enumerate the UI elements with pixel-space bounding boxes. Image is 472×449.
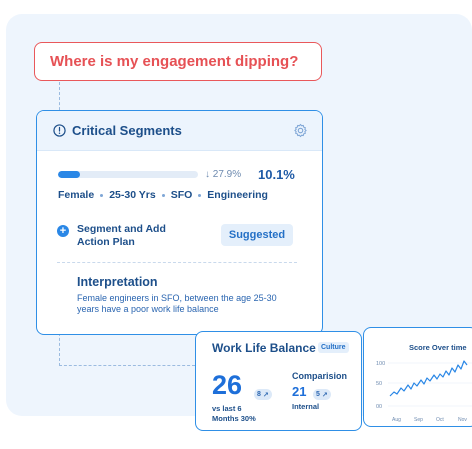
vs-last-text: vs last 6 Months 30%	[212, 404, 256, 424]
progress-fill	[58, 171, 81, 178]
comparison-badge: 5 ↗	[313, 389, 331, 400]
score-chart: 100 50 00 Aug Sep Oct Nov	[376, 360, 472, 423]
progress-track	[58, 171, 198, 178]
internal-label: Internal	[292, 402, 320, 411]
comparison-value: 21	[292, 384, 307, 399]
separator-dot	[198, 193, 202, 197]
x-tick-label: Aug	[392, 417, 401, 423]
y-tick-label: 100	[376, 361, 385, 367]
comparison-label: Comparision	[292, 371, 348, 381]
score-over-time-card: Score Over time 100 50 00 Aug Sep Oct No…	[363, 327, 472, 427]
segment-action-button[interactable]: + Segment and Add Action Plan	[57, 223, 177, 249]
delta-value: ↓ 27.9%	[205, 169, 242, 180]
segment-progress: ↓ 27.9% 10.1%	[58, 167, 298, 183]
critical-segments-card: Critical Segments ↓ 27.9% 10.1% Female 25…	[36, 110, 323, 335]
comparison-badge-value: 5	[316, 391, 320, 398]
score-badge: 8 ↗	[254, 389, 272, 400]
question-prompt[interactable]: Where is my engagement dipping?	[34, 42, 322, 81]
x-tick-label: Sep	[414, 417, 423, 423]
culture-tag: Culture	[318, 342, 349, 353]
wlb-score: 26	[212, 370, 243, 400]
divider	[57, 262, 297, 263]
tag-gender: Female	[58, 189, 95, 201]
suggested-badge[interactable]: Suggested	[221, 224, 293, 246]
vs-line1: vs last 6	[212, 404, 242, 413]
trend-up-icon: ↗	[319, 391, 328, 399]
tag-location: SFO	[170, 189, 193, 201]
vs-line2: Months 30%	[212, 414, 256, 423]
percent-value: 10.1%	[258, 167, 295, 182]
x-tick-label: Nov	[458, 417, 467, 423]
separator-dot	[161, 193, 165, 197]
sot-title: Score Over time	[409, 343, 467, 352]
tag-age: 25-30 Yrs	[109, 189, 156, 201]
y-tick-label: 50	[376, 381, 382, 387]
gear-icon[interactable]	[293, 123, 308, 138]
trend-up-icon: ↗	[260, 391, 269, 399]
alert-icon	[53, 124, 66, 137]
connector-line	[59, 365, 195, 366]
y-tick-label: 00	[376, 404, 382, 410]
x-tick-label: Oct	[436, 417, 444, 423]
wlb-title: Work Life Balance	[212, 341, 316, 355]
score-badge-value: 8	[257, 391, 261, 398]
tag-department: Engineering	[207, 189, 268, 201]
interpretation-body: Female engineers in SFO, between the age…	[77, 293, 277, 314]
segment-tags: Female 25-30 Yrs SFO Engineering	[58, 189, 268, 201]
series-line	[389, 360, 468, 397]
plus-icon: +	[57, 225, 69, 237]
interpretation-title: Interpretation	[77, 275, 158, 289]
card-header: Critical Segments	[37, 111, 322, 151]
separator-dot	[100, 193, 104, 197]
action-label: Segment and Add Action Plan	[77, 223, 166, 248]
question-text: Where is my engagement dipping?	[50, 53, 299, 70]
work-life-balance-card: Work Life Balance Culture 26 8 ↗ vs last…	[195, 331, 362, 431]
card-title: Critical Segments	[72, 123, 182, 138]
